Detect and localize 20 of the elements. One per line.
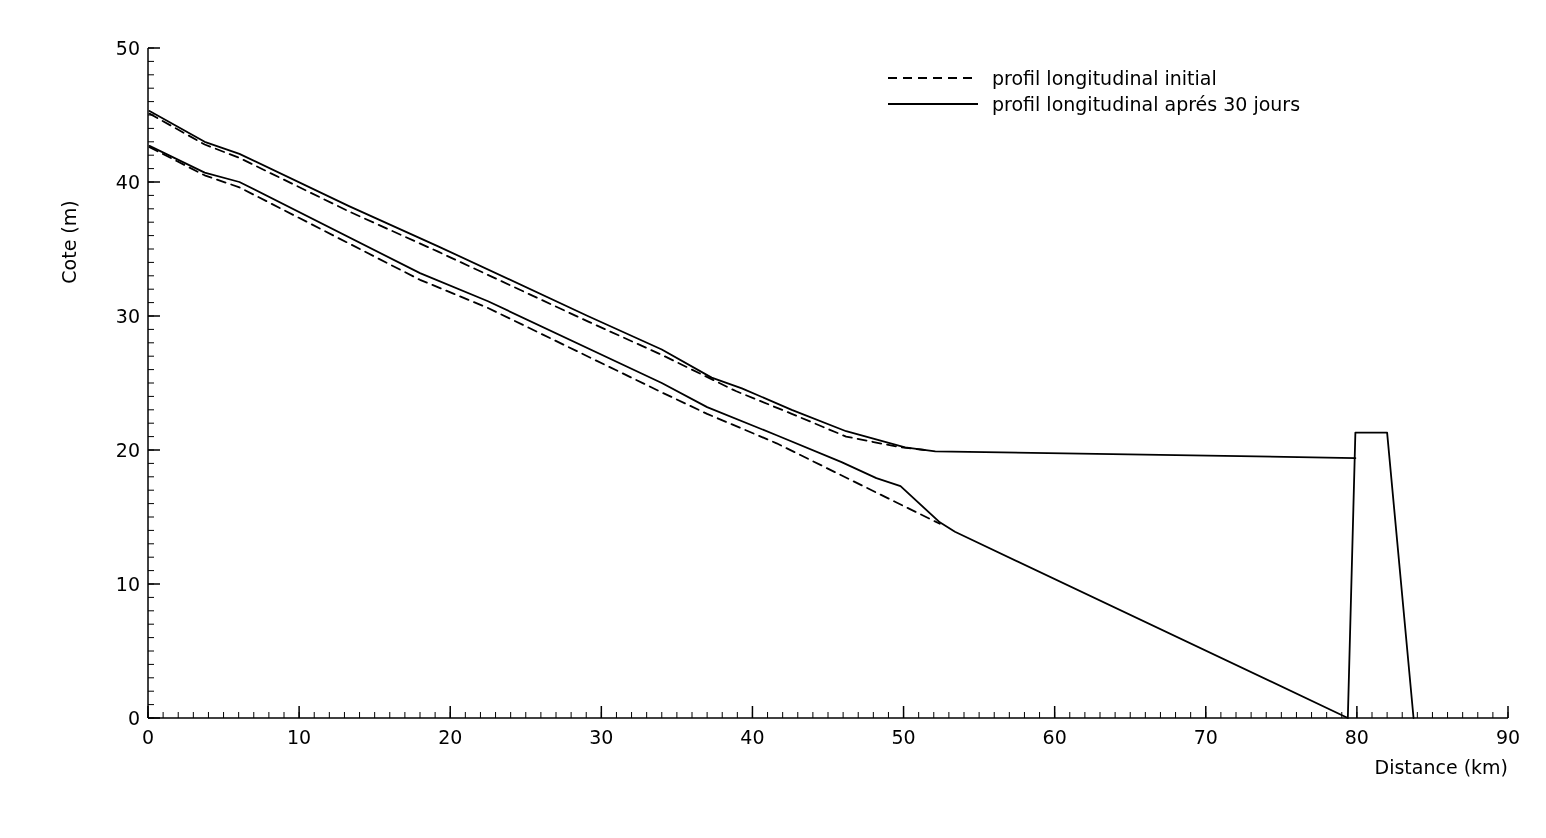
y-tick-label: 0 xyxy=(127,706,140,729)
y-tick-label: 40 xyxy=(115,170,140,193)
x-tick-label: 70 xyxy=(1193,726,1218,748)
x-axis-title: Distance (km) xyxy=(1374,756,1508,778)
y-axis-title: Cote (m) xyxy=(58,200,80,284)
y-tick-label: 50 xyxy=(115,36,140,59)
x-tick-label: 0 xyxy=(141,726,155,748)
x-tick-label: 50 xyxy=(891,726,916,748)
legend-label: profil longitudinal initial xyxy=(992,66,1217,89)
x-tick-label: 10 xyxy=(287,726,312,748)
x-tick-label: 90 xyxy=(1495,726,1521,748)
x-tick-label: 80 xyxy=(1344,726,1369,748)
legend-label: profil longitudinal aprés 30 jours xyxy=(992,92,1301,115)
y-tick-label: 30 xyxy=(115,304,140,327)
x-tick-label: 30 xyxy=(589,726,614,748)
x-tick-label: 60 xyxy=(1042,726,1067,748)
y-tick-label: 10 xyxy=(115,572,140,595)
x-tick-label: 40 xyxy=(740,726,765,748)
y-tick-label: 20 xyxy=(115,438,140,461)
x-tick-label: 20 xyxy=(438,726,463,748)
